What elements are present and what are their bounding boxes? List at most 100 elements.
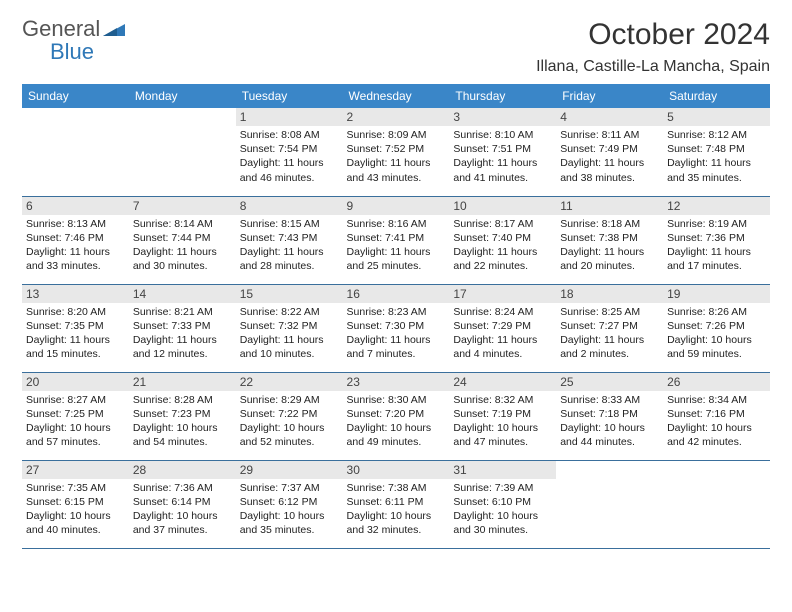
- daylight: Daylight: 11 hours and 20 minutes.: [560, 245, 659, 273]
- calendar-cell: 30Sunrise: 7:38 AMSunset: 6:11 PMDayligh…: [343, 460, 450, 548]
- sunset: Sunset: 7:44 PM: [133, 231, 232, 245]
- sunrise: Sunrise: 8:09 AM: [347, 128, 446, 142]
- title-block: October 2024 Illana, Castille-La Mancha,…: [536, 18, 770, 76]
- day-details: Sunrise: 8:09 AMSunset: 7:52 PMDaylight:…: [347, 128, 446, 185]
- sunrise: Sunrise: 8:13 AM: [26, 217, 125, 231]
- sunrise: Sunrise: 8:19 AM: [667, 217, 766, 231]
- day-number: 25: [556, 373, 663, 391]
- calendar-cell: 14 Sunrise: 8:21 AMSunset: 7:33 PMDayligh…: [129, 284, 236, 372]
- calendar-cell: 3Sunrise: 8:10 AMSunset: 7:51 PMDaylight…: [449, 108, 556, 196]
- calendar-cell: 11Sunrise: 8:18 AMSunset: 7:38 PMDayligh…: [556, 196, 663, 284]
- sunrise: Sunrise: 7:38 AM: [347, 481, 446, 495]
- calendar-cell: 19Sunrise: 8:26 AMSunset: 7:26 PMDayligh…: [663, 284, 770, 372]
- day-details: Sunrise: 8:16 AMSunset: 7:41 PMDaylight:…: [347, 217, 446, 274]
- calendar-row: 1Sunrise: 8:08 AMSunset: 7:54 PMDaylight…: [22, 108, 770, 196]
- day-details: Sunrise: 8:30 AMSunset: 7:20 PMDaylight:…: [347, 393, 446, 450]
- sunrise: Sunrise: 8:34 AM: [667, 393, 766, 407]
- day-number: 19: [663, 285, 770, 303]
- day-number: 16: [343, 285, 450, 303]
- calendar-cell: 23 Sunrise: 8:30 AMSunset: 7:20 PMDayligh…: [343, 372, 450, 460]
- sunset: Sunset: 6:11 PM: [347, 495, 446, 509]
- calendar-cell: 20 Sunrise: 8:27 AMSunset: 7:25 PMDayligh…: [22, 372, 129, 460]
- day-details: Sunrise: 7:39 AMSunset: 6:10 PMDaylight:…: [453, 481, 552, 538]
- sunset: Sunset: 7:22 PM: [240, 407, 339, 421]
- day-number: 14: [129, 285, 236, 303]
- daylight: Daylight: 11 hours and 2 minutes.: [560, 333, 659, 361]
- daylight: Daylight: 11 hours and 41 minutes.: [453, 156, 552, 184]
- day-details: Sunrise: 8:27 AMSunset: 7:25 PMDaylight:…: [26, 393, 125, 450]
- calendar-cell: 31Sunrise: 7:39 AMSunset: 6:10 PMDayligh…: [449, 460, 556, 548]
- daylight: Daylight: 10 hours and 44 minutes.: [560, 421, 659, 449]
- calendar-cell: 7Sunrise: 8:14 AMSunset: 7:44 PMDaylight…: [129, 196, 236, 284]
- daylight: Daylight: 11 hours and 43 minutes.: [347, 156, 446, 184]
- sunset: Sunset: 7:43 PM: [240, 231, 339, 245]
- sunrise: Sunrise: 8:28 AM: [133, 393, 232, 407]
- day-number: 27: [22, 461, 129, 479]
- sunset: Sunset: 6:10 PM: [453, 495, 552, 509]
- calendar-cell: 24Sunrise: 8:32 AMSunset: 7:19 PMDayligh…: [449, 372, 556, 460]
- sunrise: Sunrise: 8:14 AM: [133, 217, 232, 231]
- daylight: Daylight: 10 hours and 40 minutes.: [26, 509, 125, 537]
- day-details: Sunrise: 8:21 AMSunset: 7:33 PMDaylight:…: [133, 305, 232, 362]
- sunrise: Sunrise: 7:37 AM: [240, 481, 339, 495]
- day-number: 13: [22, 285, 129, 303]
- sunset: Sunset: 7:29 PM: [453, 319, 552, 333]
- daylight: Daylight: 10 hours and 32 minutes.: [347, 509, 446, 537]
- daylight: Daylight: 10 hours and 35 minutes.: [240, 509, 339, 537]
- calendar-cell: [663, 460, 770, 548]
- day-number: 8: [236, 197, 343, 215]
- sunset: Sunset: 7:20 PM: [347, 407, 446, 421]
- calendar-cell: 13Sunrise: 8:20 AMSunset: 7:35 PMDayligh…: [22, 284, 129, 372]
- sunrise: Sunrise: 8:16 AM: [347, 217, 446, 231]
- sunset: Sunset: 7:36 PM: [667, 231, 766, 245]
- logo-text-gray: General: [22, 16, 100, 41]
- sunrise: Sunrise: 8:33 AM: [560, 393, 659, 407]
- sunset: Sunset: 7:16 PM: [667, 407, 766, 421]
- day-number: 15: [236, 285, 343, 303]
- logo-triangle-icon: [103, 22, 125, 41]
- day-number: 26: [663, 373, 770, 391]
- day-number: 23: [343, 373, 450, 391]
- sunrise: Sunrise: 8:32 AM: [453, 393, 552, 407]
- day-details: Sunrise: 8:13 AMSunset: 7:46 PMDaylight:…: [26, 217, 125, 274]
- calendar-row: 6 Sunrise: 8:13 AMSunset: 7:46 PMDaylight…: [22, 196, 770, 284]
- day-number: 12: [663, 197, 770, 215]
- calendar-cell: 2Sunrise: 8:09 AMSunset: 7:52 PMDaylight…: [343, 108, 450, 196]
- day-details: Sunrise: 8:29 AMSunset: 7:22 PMDaylight:…: [240, 393, 339, 450]
- daylight: Daylight: 11 hours and 35 minutes.: [667, 156, 766, 184]
- sunset: Sunset: 7:18 PM: [560, 407, 659, 421]
- sunset: Sunset: 7:38 PM: [560, 231, 659, 245]
- calendar-cell: 17Sunrise: 8:24 AMSunset: 7:29 PMDayligh…: [449, 284, 556, 372]
- day-header: Saturday: [663, 84, 770, 108]
- calendar-cell: 6 Sunrise: 8:13 AMSunset: 7:46 PMDaylight…: [22, 196, 129, 284]
- sunrise: Sunrise: 7:39 AM: [453, 481, 552, 495]
- logo-text-blue: Blue: [50, 39, 94, 64]
- day-number: 9: [343, 197, 450, 215]
- sunset: Sunset: 7:52 PM: [347, 142, 446, 156]
- day-details: Sunrise: 7:36 AMSunset: 6:14 PMDaylight:…: [133, 481, 232, 538]
- day-number: 28: [129, 461, 236, 479]
- sunset: Sunset: 7:54 PM: [240, 142, 339, 156]
- daylight: Daylight: 11 hours and 28 minutes.: [240, 245, 339, 273]
- day-details: Sunrise: 8:18 AMSunset: 7:38 PMDaylight:…: [560, 217, 659, 274]
- day-header-row: Sunday Monday Tuesday Wednesday Thursday…: [22, 84, 770, 108]
- logo: General Blue: [22, 18, 125, 64]
- daylight: Daylight: 11 hours and 33 minutes.: [26, 245, 125, 273]
- sunrise: Sunrise: 8:29 AM: [240, 393, 339, 407]
- day-details: Sunrise: 8:25 AMSunset: 7:27 PMDaylight:…: [560, 305, 659, 362]
- sunrise: Sunrise: 8:26 AM: [667, 305, 766, 319]
- sunset: Sunset: 7:35 PM: [26, 319, 125, 333]
- daylight: Daylight: 11 hours and 25 minutes.: [347, 245, 446, 273]
- day-header: Thursday: [449, 84, 556, 108]
- daylight: Daylight: 11 hours and 15 minutes.: [26, 333, 125, 361]
- day-number: 18: [556, 285, 663, 303]
- calendar-cell: 21Sunrise: 8:28 AMSunset: 7:23 PMDayligh…: [129, 372, 236, 460]
- day-header: Sunday: [22, 84, 129, 108]
- calendar-cell: [556, 460, 663, 548]
- day-details: Sunrise: 8:08 AMSunset: 7:54 PMDaylight:…: [240, 128, 339, 185]
- calendar-cell: 25 Sunrise: 8:33 AMSunset: 7:18 PMDayligh…: [556, 372, 663, 460]
- day-number: 20: [22, 373, 129, 391]
- sunrise: Sunrise: 8:10 AM: [453, 128, 552, 142]
- sunset: Sunset: 7:51 PM: [453, 142, 552, 156]
- day-number: 6: [22, 197, 129, 215]
